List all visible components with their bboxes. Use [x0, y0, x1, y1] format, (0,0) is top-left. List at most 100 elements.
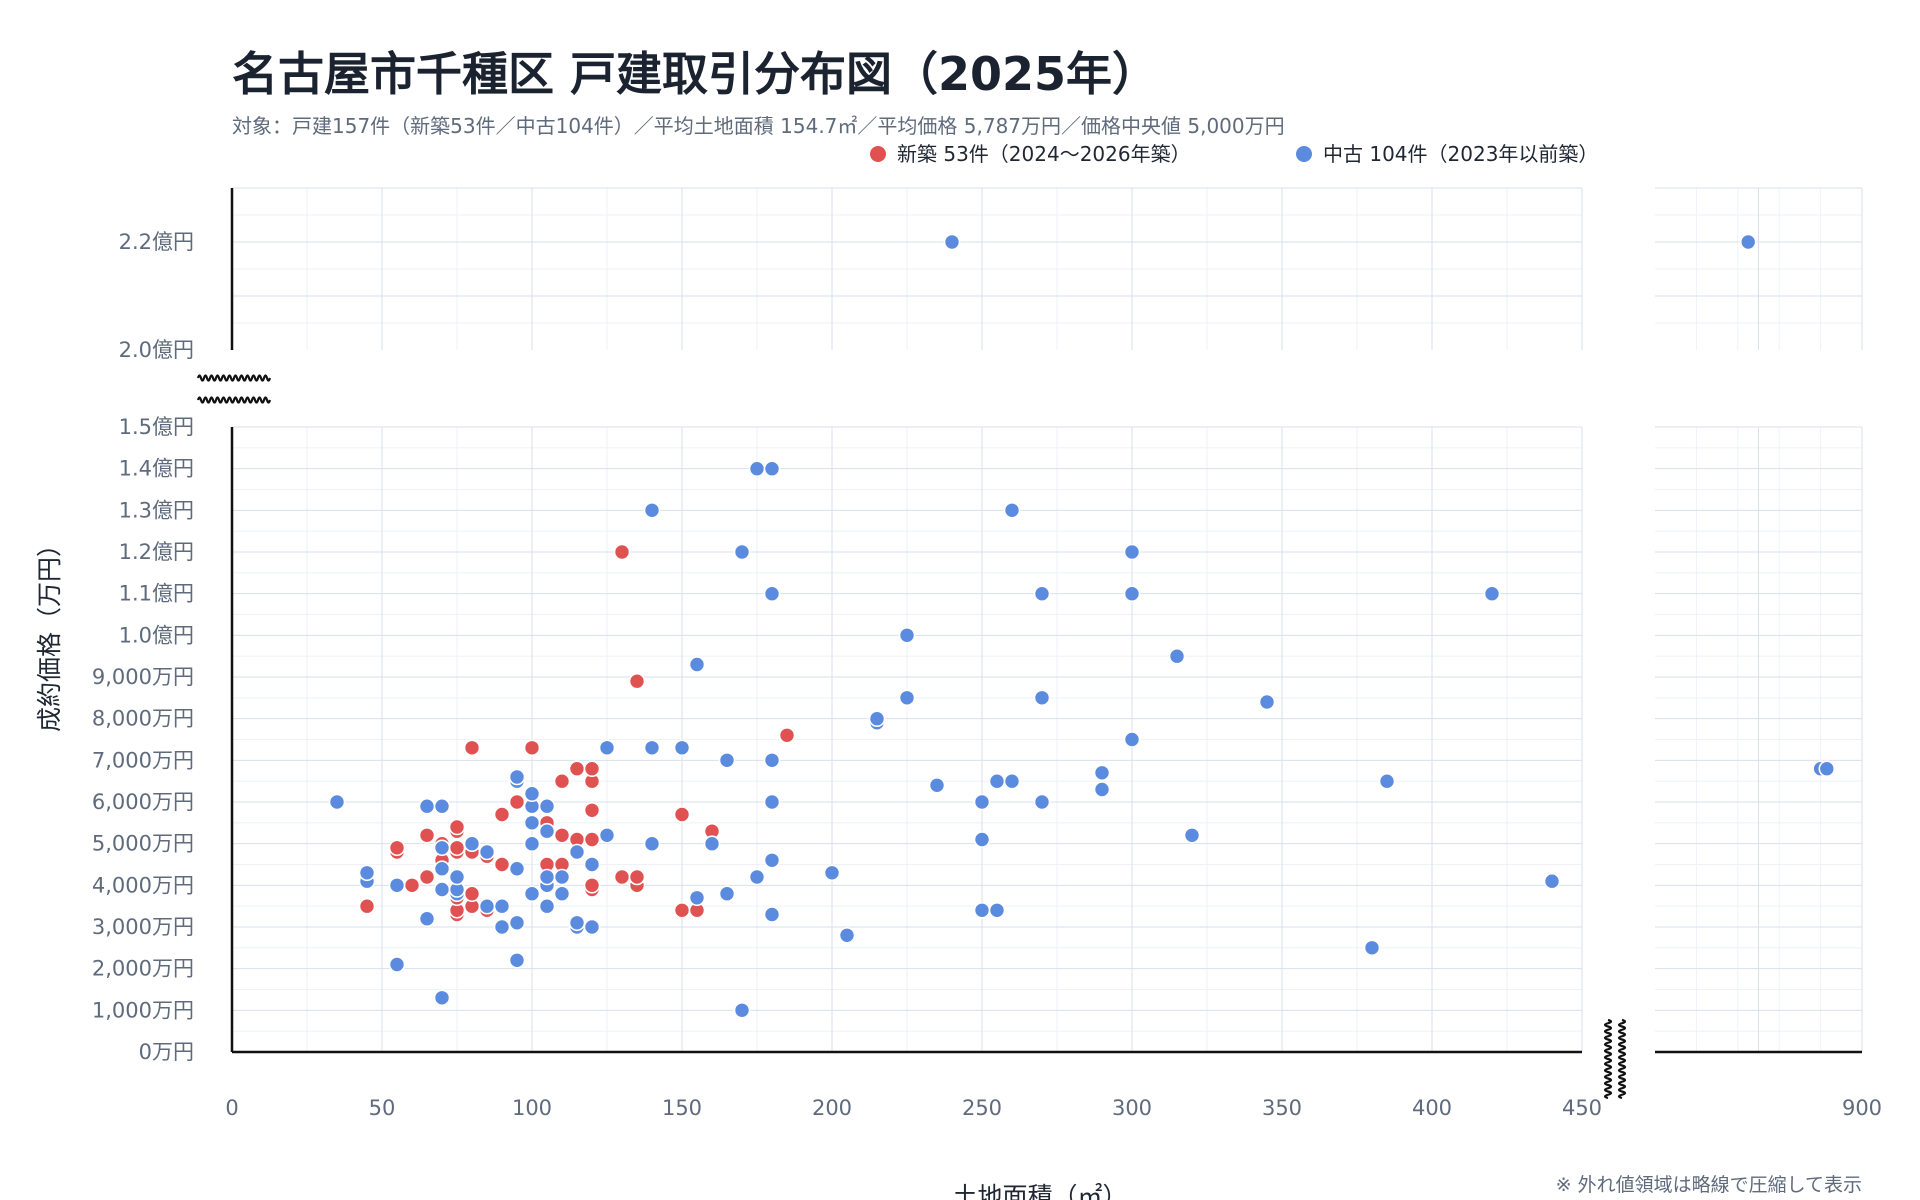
point-used — [583, 856, 601, 873]
point-used — [1378, 772, 1396, 790]
point-new — [418, 826, 436, 844]
point-new — [673, 901, 691, 919]
x-axis-label: 土地面積（㎡） — [952, 1182, 1127, 1200]
point-used — [733, 543, 751, 561]
point-used — [418, 797, 436, 815]
point-new — [463, 885, 481, 903]
point-used — [763, 585, 781, 603]
x-tick-label: 150 — [662, 1096, 702, 1120]
y-tick-label: 1.2億円 — [119, 540, 194, 564]
y-tick-label: 7,000万円 — [92, 748, 194, 772]
x-tick-label: 350 — [1262, 1096, 1302, 1120]
point-used — [523, 885, 541, 903]
x-tick-label: 100 — [512, 1096, 552, 1120]
point-used — [1093, 764, 1111, 782]
point-used — [388, 876, 406, 894]
point-used — [643, 739, 661, 757]
x-tick-label: 250 — [962, 1096, 1002, 1120]
point-used — [763, 851, 781, 869]
point-used — [823, 864, 841, 882]
point-used — [478, 843, 496, 861]
point-used — [508, 951, 526, 969]
point-used — [553, 868, 571, 886]
point-used — [1093, 781, 1111, 798]
point-used — [673, 739, 691, 757]
point-used — [508, 768, 526, 786]
point-used — [1363, 939, 1381, 957]
point-used — [973, 793, 991, 811]
point-used — [688, 889, 706, 907]
point-new — [493, 856, 511, 873]
x-tick-label: 50 — [369, 1096, 396, 1120]
point-used — [988, 901, 1006, 919]
y-tick-label: 1.1億円 — [119, 582, 194, 606]
x-tick-label: 400 — [1412, 1096, 1452, 1120]
legend-label-new: 新築 53件（2024〜2026年築） — [897, 142, 1191, 166]
legend-label-used: 中古 104件（2023年以前築） — [1323, 142, 1598, 166]
point-used — [553, 885, 571, 903]
point-used — [973, 901, 991, 919]
point-new — [778, 726, 796, 744]
y-tick-label: 3,000万円 — [92, 915, 194, 939]
point-used — [493, 918, 511, 936]
point-used — [928, 776, 946, 794]
legend: 新築 53件（2024〜2026年築） 中古 104件（2023年以前築） — [870, 142, 1598, 166]
point-used — [523, 785, 541, 803]
point-used — [1183, 826, 1201, 844]
y-tick-label: 0万円 — [139, 1040, 194, 1064]
point-new — [403, 876, 421, 894]
point-used — [1123, 731, 1141, 748]
y-tick-label: 1.5億円 — [119, 415, 194, 439]
point-new — [448, 839, 466, 857]
x-tick-label: 0 — [225, 1096, 238, 1120]
point-used — [718, 751, 736, 769]
y-tick-label: 1.0億円 — [119, 623, 194, 647]
point-new — [628, 868, 646, 886]
axes — [230, 188, 1862, 1054]
y-tick-label: 2,000万円 — [92, 957, 194, 981]
point-used — [973, 831, 991, 848]
point-used — [463, 835, 481, 853]
point-used — [1123, 585, 1141, 603]
point-new — [613, 868, 631, 886]
point-new — [358, 897, 376, 915]
point-used — [1168, 647, 1186, 665]
point-new — [448, 818, 466, 836]
y-tick-label: 1.3億円 — [119, 498, 194, 522]
x-tick-label: 300 — [1112, 1096, 1152, 1120]
chart-subtitle: 対象：戸建157件（新築53件／中古104件）／平均土地面積 154.7㎡／平均… — [232, 114, 1285, 138]
data-points — [328, 233, 1836, 1019]
x-tick-label: 450 — [1562, 1096, 1602, 1120]
point-new — [553, 772, 571, 790]
point-used — [568, 843, 586, 861]
point-used — [1033, 689, 1051, 707]
point-new — [583, 760, 601, 778]
point-used — [898, 626, 916, 644]
point-new — [583, 801, 601, 819]
grid — [232, 187, 1863, 1052]
x-break-mark — [1617, 1018, 1627, 1100]
point-new — [418, 868, 436, 886]
x-tick-labels: 0 50 100 150 200 250 300 350 400 450 900 — [225, 1096, 1882, 1120]
point-used — [433, 860, 451, 878]
point-new — [583, 831, 601, 848]
point-used — [523, 814, 541, 832]
point-used — [688, 656, 706, 673]
point-used — [1483, 585, 1501, 603]
y-tick-label: 5,000万円 — [92, 832, 194, 856]
point-used — [433, 881, 451, 898]
point-used — [433, 797, 451, 815]
y-tick-label: 9,000万円 — [92, 665, 194, 689]
point-used — [733, 1001, 751, 1019]
point-used — [493, 897, 511, 915]
point-used — [838, 926, 856, 944]
point-used — [538, 797, 556, 815]
point-used — [328, 793, 346, 811]
point-used — [988, 772, 1006, 790]
point-used — [643, 835, 661, 853]
point-new — [613, 543, 631, 561]
point-used — [538, 868, 556, 886]
y-tick-label: 1.4億円 — [119, 457, 194, 481]
point-used — [598, 826, 616, 844]
